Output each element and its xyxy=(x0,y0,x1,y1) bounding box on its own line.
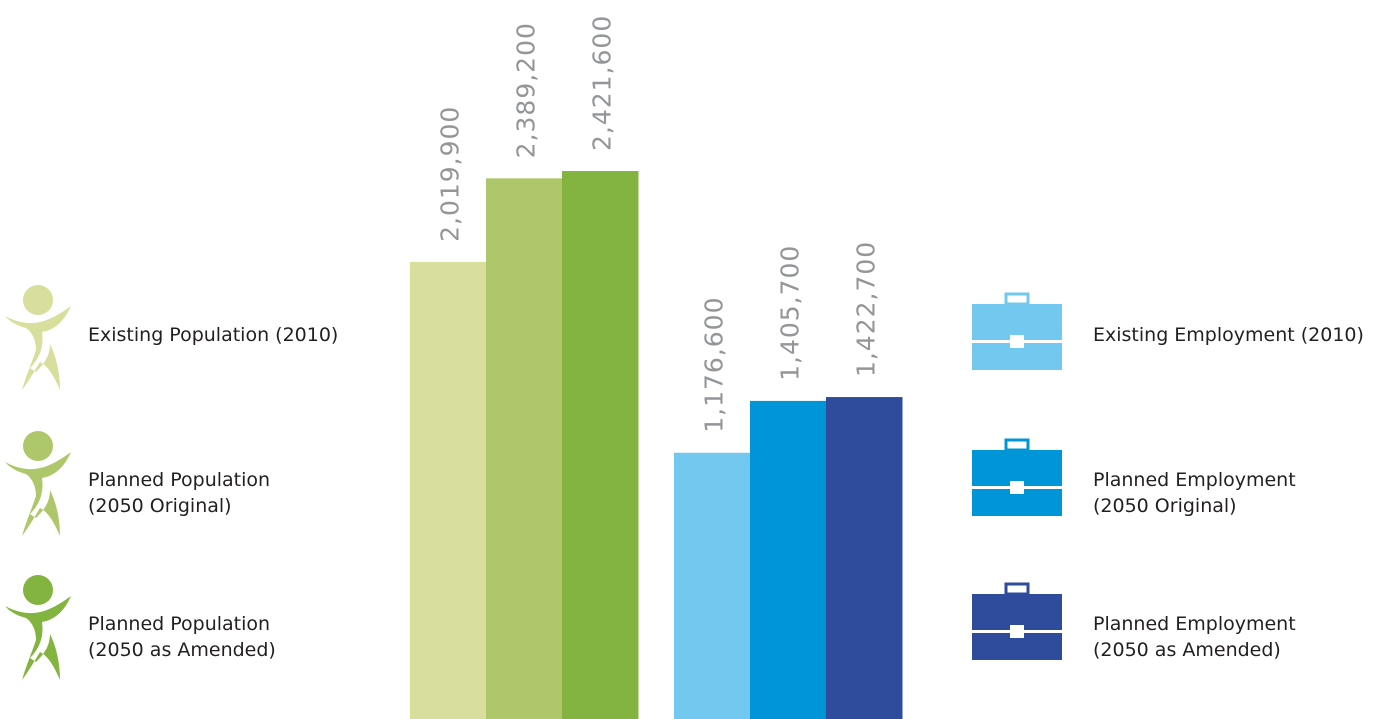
legend-label-planned-population-amended: Planned Population (2050 as Amended) xyxy=(88,611,276,663)
legend-label-planned-employment-amended: Planned Employment (2050 as Amended) xyxy=(1093,611,1296,663)
legend-icons-layer xyxy=(5,285,1062,680)
briefcase-icon xyxy=(972,438,1062,516)
bar-population-1 xyxy=(486,178,563,719)
value-label-employment-0: 1,176,600 xyxy=(700,297,729,433)
legend-label-line1: Planned Population xyxy=(88,469,271,491)
bar-population-0 xyxy=(410,261,487,719)
value-labels-layer: 2,019,900 2,389,200 2,421,600 1,176,600 1,40… xyxy=(436,15,881,433)
legend-label-line2: (2050 Original) xyxy=(88,495,232,517)
legend-label-planned-employment-original: Planned Employment (2050 Original) xyxy=(1093,467,1296,519)
briefcase-icon xyxy=(972,582,1062,660)
person-icon xyxy=(5,431,71,536)
legend-label-line1: Planned Employment xyxy=(1093,469,1296,491)
value-label-employment-1: 1,405,700 xyxy=(776,245,805,381)
person-icon xyxy=(5,285,71,390)
legend-label-line2: (2050 as Amended) xyxy=(88,639,276,661)
value-label-population-2: 2,421,600 xyxy=(588,15,617,151)
bar-employment-1 xyxy=(750,400,827,719)
value-label-population-0: 2,019,900 xyxy=(436,106,465,242)
bar-employment-0 xyxy=(674,452,751,719)
bars-layer xyxy=(410,171,903,719)
legend-label-existing-population: Existing Population (2010) xyxy=(88,322,338,348)
legend-label-line1: Planned Population xyxy=(88,613,271,635)
legend-label-line2: (2050 Original) xyxy=(1093,495,1237,517)
value-label-employment-2: 1,422,700 xyxy=(852,241,881,377)
legend-label-line1: Existing Population (2010) xyxy=(88,324,339,346)
person-icon xyxy=(5,575,71,680)
legend-label-line1: Existing Employment (2010) xyxy=(1093,324,1364,346)
legend-label-planned-population-original: Planned Population (2050 Original) xyxy=(88,467,270,519)
legend-label-line1: Planned Employment xyxy=(1093,613,1296,635)
bar-population-2 xyxy=(562,171,639,719)
briefcase-icon xyxy=(972,292,1062,370)
legend-label-line2: (2050 as Amended) xyxy=(1093,639,1281,661)
legend-label-existing-employment: Existing Employment (2010) xyxy=(1093,322,1364,348)
bar-employment-2 xyxy=(826,397,903,719)
value-label-population-1: 2,389,200 xyxy=(512,22,541,158)
